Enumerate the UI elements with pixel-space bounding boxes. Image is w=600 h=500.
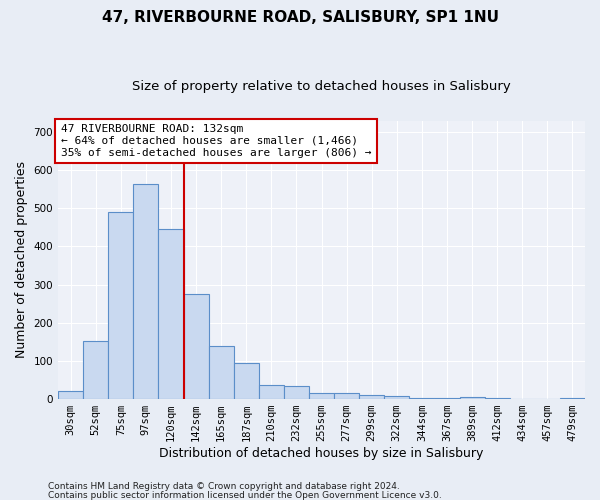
Bar: [108, 212, 133, 399]
Bar: [83, 340, 108, 399]
Bar: [334, 392, 359, 399]
Bar: [434, 398, 460, 399]
Bar: [309, 392, 334, 399]
Bar: [359, 395, 384, 399]
Text: 47, RIVERBOURNE ROAD, SALISBURY, SP1 1NU: 47, RIVERBOURNE ROAD, SALISBURY, SP1 1NU: [101, 10, 499, 25]
Bar: [233, 363, 259, 399]
Bar: [409, 398, 434, 399]
Bar: [259, 385, 284, 399]
Y-axis label: Number of detached properties: Number of detached properties: [15, 162, 28, 358]
Bar: [133, 184, 158, 399]
Text: 47 RIVERBOURNE ROAD: 132sqm
← 64% of detached houses are smaller (1,466)
35% of : 47 RIVERBOURNE ROAD: 132sqm ← 64% of det…: [61, 124, 371, 158]
Bar: [209, 346, 233, 399]
Title: Size of property relative to detached houses in Salisbury: Size of property relative to detached ho…: [132, 80, 511, 93]
Bar: [560, 398, 585, 399]
Bar: [158, 230, 184, 399]
Bar: [58, 390, 83, 399]
Bar: [284, 386, 309, 399]
Bar: [460, 397, 485, 399]
Bar: [384, 396, 409, 399]
Bar: [184, 294, 209, 399]
Bar: [485, 398, 510, 399]
Text: Contains HM Land Registry data © Crown copyright and database right 2024.: Contains HM Land Registry data © Crown c…: [48, 482, 400, 491]
X-axis label: Distribution of detached houses by size in Salisbury: Distribution of detached houses by size …: [160, 447, 484, 460]
Text: Contains public sector information licensed under the Open Government Licence v3: Contains public sector information licen…: [48, 490, 442, 500]
